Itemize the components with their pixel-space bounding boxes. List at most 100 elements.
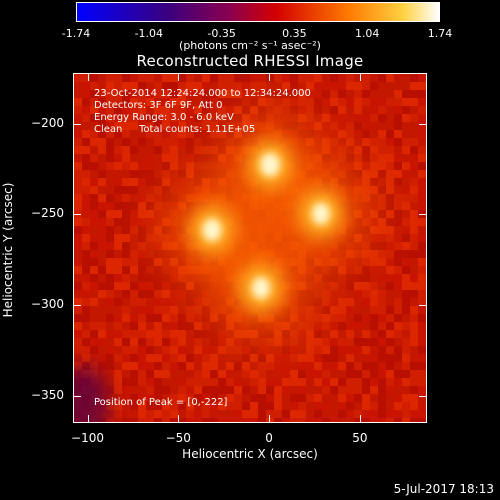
heatmap-cell [354, 138, 362, 146]
heatmap-cell [378, 186, 386, 194]
chart-title: Reconstructed RHESSI Image [136, 52, 364, 70]
heatmap-cell [218, 178, 226, 186]
heatmap-cell [170, 162, 178, 170]
heatmap-cell [146, 74, 154, 82]
heatmap-cell [242, 98, 250, 106]
heatmap-cell [90, 282, 98, 290]
heatmap-cell [186, 130, 194, 138]
heatmap-cell [370, 242, 378, 250]
heatmap-cell [138, 322, 146, 330]
heatmap-cell [402, 242, 410, 250]
heatmap-cell [402, 330, 410, 338]
heatmap-cell [338, 298, 346, 306]
heatmap-cell [146, 410, 154, 418]
heatmap-cell [130, 242, 138, 250]
heatmap-cell [146, 258, 154, 266]
heatmap-cell [178, 130, 186, 138]
heatmap-cell [346, 322, 354, 330]
heatmap-cell [178, 346, 186, 354]
heatmap-cell [114, 330, 122, 338]
heatmap-cell [354, 362, 362, 370]
heatmap-cell [146, 394, 154, 402]
heatmap-cell [378, 418, 386, 422]
heatmap-cell [258, 402, 266, 410]
heatmap-cell [74, 106, 82, 114]
heatmap-cell [378, 410, 386, 418]
heatmap-cell [170, 170, 178, 178]
heatmap-cell [130, 354, 138, 362]
heatmap-cell [210, 282, 218, 290]
heatmap-cell [362, 178, 370, 186]
heatmap-cell [186, 74, 194, 82]
heatmap-cell [378, 154, 386, 162]
heatmap-cell [234, 338, 242, 346]
heatmap-cell [146, 226, 154, 234]
heatmap-cell [354, 394, 362, 402]
heatmap-cell [74, 250, 82, 258]
heatmap-cell [98, 146, 106, 154]
heatmap-cell [394, 146, 402, 154]
heatmap-cell [394, 130, 402, 138]
heatmap-cell [338, 282, 346, 290]
heatmap-cell [74, 186, 82, 194]
heatmap-cell [322, 338, 330, 346]
heatmap-cell [162, 210, 170, 218]
heatmap-cell [138, 234, 146, 242]
heatmap-cell [410, 178, 418, 186]
heatmap-cell [130, 98, 138, 106]
heatmap-cell [114, 122, 122, 130]
heatmap-cell [114, 82, 122, 90]
heatmap-cell [362, 298, 370, 306]
heatmap-cell [138, 82, 146, 90]
heatmap-cell [114, 202, 122, 210]
heatmap-cell [114, 298, 122, 306]
heatmap-cell [98, 218, 106, 226]
heatmap-cell [154, 258, 162, 266]
heatmap-cell [362, 162, 370, 170]
heatmap-cell [410, 146, 418, 154]
heatmap-cell [74, 162, 82, 170]
heatmap-cell [362, 370, 370, 378]
heatmap-cell [130, 90, 138, 98]
heatmap-cell [338, 370, 346, 378]
heatmap-cell [306, 322, 314, 330]
heatmap-cell [210, 314, 218, 322]
heatmap-cell [378, 274, 386, 282]
heatmap-cell [186, 162, 194, 170]
heatmap-cell [282, 74, 290, 82]
heatmap-cell [202, 98, 210, 106]
heatmap-cell [162, 298, 170, 306]
heatmap-cell [194, 314, 202, 322]
heatmap-cell [410, 338, 418, 346]
heatmap-cell [266, 226, 274, 234]
heatmap-cell [186, 98, 194, 106]
heatmap-cell [346, 314, 354, 322]
heatmap-cell [178, 146, 186, 154]
heatmap-cell [82, 170, 90, 178]
heatmap-cell [114, 258, 122, 266]
heatmap-cell [290, 346, 298, 354]
heatmap-cell [242, 114, 250, 122]
heatmap-cell [154, 394, 162, 402]
heatmap-cell [186, 186, 194, 194]
source-peak [260, 152, 281, 177]
heatmap-cell [154, 226, 162, 234]
heatmap-cell [202, 138, 210, 146]
heatmap-cell [170, 90, 178, 98]
heatmap-cell [378, 306, 386, 314]
heatmap-cell [114, 338, 122, 346]
heatmap-cell [378, 266, 386, 274]
colorbar-tick-label: -0.35 [207, 27, 236, 40]
heatmap-cell [178, 314, 186, 322]
heatmap-cell [122, 154, 130, 162]
heatmap-cell [370, 330, 378, 338]
date-stamp: 5-Jul-2017 18:13 [393, 482, 494, 496]
heatmap-cell [162, 242, 170, 250]
heatmap-cell [218, 418, 226, 422]
heatmap-cell [178, 418, 186, 422]
heatmap-cell [354, 282, 362, 290]
heatmap-cell [362, 122, 370, 130]
heatmap-cell [98, 362, 106, 370]
heatmap-cell [314, 114, 322, 122]
heatmap-cell [418, 394, 426, 402]
